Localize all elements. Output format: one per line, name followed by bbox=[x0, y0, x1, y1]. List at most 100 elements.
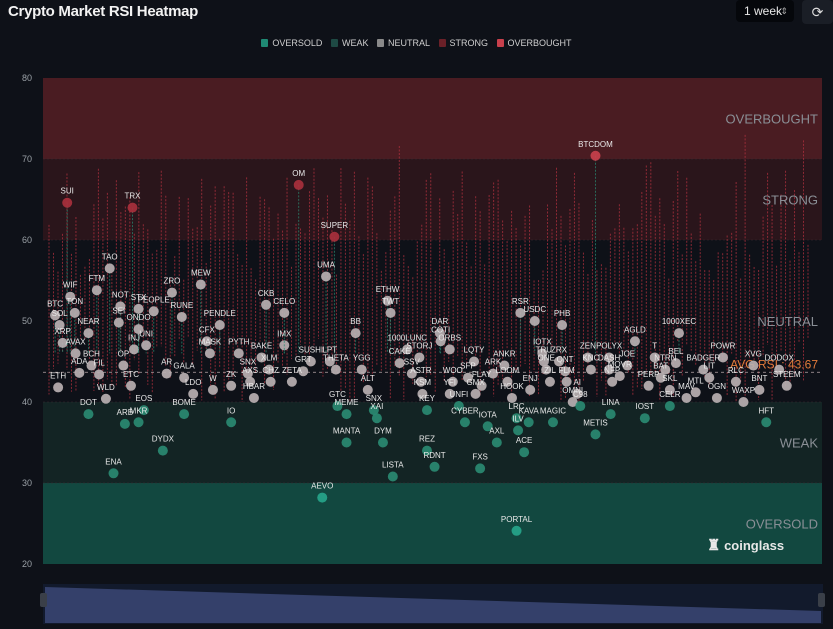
coin-point[interactable] bbox=[523, 417, 534, 428]
coin-point[interactable] bbox=[629, 336, 640, 347]
coin-point[interactable] bbox=[513, 425, 524, 436]
coin-point[interactable] bbox=[133, 417, 144, 428]
coin-point[interactable] bbox=[279, 307, 290, 318]
coin-point[interactable] bbox=[293, 179, 304, 190]
coin-point[interactable] bbox=[434, 328, 445, 339]
coin-point[interactable] bbox=[341, 437, 352, 448]
coin-point[interactable] bbox=[590, 429, 601, 440]
coin-point[interactable] bbox=[511, 413, 522, 424]
coin-point[interactable] bbox=[57, 337, 68, 348]
coin-point[interactable] bbox=[469, 356, 480, 367]
coin-point[interactable] bbox=[502, 376, 513, 387]
coin-point[interactable] bbox=[305, 356, 316, 367]
coin-point[interactable] bbox=[475, 463, 486, 474]
coin-point[interactable] bbox=[362, 384, 373, 395]
legend-item-weak[interactable]: WEAK bbox=[330, 38, 368, 48]
coin-point[interactable] bbox=[711, 392, 722, 403]
coin-point[interactable] bbox=[129, 344, 140, 355]
coin-point[interactable] bbox=[161, 368, 172, 379]
coin-point[interactable] bbox=[444, 344, 455, 355]
coin-point[interactable] bbox=[515, 307, 526, 318]
coin-point[interactable] bbox=[94, 369, 105, 380]
coin-point[interactable] bbox=[69, 307, 80, 318]
coin-point[interactable] bbox=[537, 348, 548, 359]
coin-point[interactable] bbox=[639, 413, 650, 424]
coin-point[interactable] bbox=[447, 376, 458, 387]
coin-point[interactable] bbox=[605, 409, 616, 420]
coin-point[interactable] bbox=[50, 310, 61, 321]
coin-point[interactable] bbox=[118, 360, 129, 371]
coin-point[interactable] bbox=[547, 417, 558, 428]
coin-point[interactable] bbox=[115, 301, 126, 312]
coin-point[interactable] bbox=[604, 364, 615, 375]
coin-point[interactable] bbox=[614, 371, 625, 382]
coin-point[interactable] bbox=[660, 364, 671, 375]
coin-point[interactable] bbox=[350, 328, 361, 339]
coin-point[interactable] bbox=[604, 352, 615, 363]
coin-point[interactable] bbox=[590, 150, 601, 161]
coin-point[interactable] bbox=[561, 376, 572, 387]
coin-point[interactable] bbox=[356, 364, 367, 375]
coin-point[interactable] bbox=[83, 409, 94, 420]
coin-point[interactable] bbox=[179, 372, 190, 383]
coin-point[interactable] bbox=[649, 352, 660, 363]
coin-point[interactable] bbox=[402, 344, 413, 355]
coin-point[interactable] bbox=[385, 307, 396, 318]
coin-point[interactable] bbox=[179, 409, 190, 420]
coin-point[interactable] bbox=[91, 285, 102, 296]
coin-point[interactable] bbox=[62, 197, 73, 208]
coin-point[interactable] bbox=[655, 372, 666, 383]
coin-point[interactable] bbox=[176, 311, 187, 322]
coin-point[interactable] bbox=[166, 287, 177, 298]
coin-point[interactable] bbox=[261, 299, 272, 310]
coin-point[interactable] bbox=[538, 356, 549, 367]
coin-point[interactable] bbox=[417, 388, 428, 399]
coin-point[interactable] bbox=[138, 405, 149, 416]
navigator-left-handle[interactable] bbox=[40, 593, 47, 607]
coin-point[interactable] bbox=[673, 328, 684, 339]
coin-point[interactable] bbox=[201, 336, 212, 347]
coin-point[interactable] bbox=[670, 358, 681, 369]
coin-point[interactable] bbox=[664, 401, 675, 412]
coin-point[interactable] bbox=[83, 328, 94, 339]
coin-point[interactable] bbox=[286, 376, 297, 387]
coin-point[interactable] bbox=[104, 263, 115, 274]
coin-point[interactable] bbox=[761, 417, 772, 428]
coin-point[interactable] bbox=[557, 320, 568, 331]
coin-point[interactable] bbox=[394, 358, 405, 369]
coin-point[interactable] bbox=[525, 384, 536, 395]
coin-point[interactable] bbox=[368, 405, 379, 416]
coin-point[interactable] bbox=[506, 392, 517, 403]
coin-point[interactable] bbox=[264, 364, 275, 375]
coin-point[interactable] bbox=[298, 366, 309, 377]
coin-point[interactable] bbox=[125, 380, 136, 391]
coin-point[interactable] bbox=[567, 397, 578, 407]
coin-point[interactable] bbox=[511, 525, 522, 536]
coin-point[interactable] bbox=[572, 388, 583, 399]
coin-point[interactable] bbox=[332, 401, 343, 412]
coin-point[interactable] bbox=[86, 360, 97, 371]
legend-item-overbought[interactable]: OVERBOUGHT bbox=[496, 38, 572, 48]
coin-point[interactable] bbox=[387, 471, 398, 482]
coin-point[interactable] bbox=[698, 364, 709, 375]
coin-point[interactable] bbox=[444, 388, 455, 399]
coin-point[interactable] bbox=[119, 418, 130, 429]
coin-point[interactable] bbox=[53, 382, 64, 393]
coin-point[interactable] bbox=[324, 356, 335, 367]
coin-point[interactable] bbox=[54, 320, 65, 331]
coin-point[interactable] bbox=[329, 231, 340, 242]
coin-point[interactable] bbox=[575, 401, 586, 412]
coin-point[interactable] bbox=[748, 360, 759, 371]
coin-point[interactable] bbox=[717, 352, 728, 363]
coin-point[interactable] bbox=[560, 366, 571, 377]
coin-point[interactable] bbox=[321, 271, 332, 282]
coin-point[interactable] bbox=[204, 348, 215, 359]
coin-point[interactable] bbox=[207, 384, 218, 395]
coin-point[interactable] bbox=[435, 336, 446, 347]
coin-point[interactable] bbox=[226, 417, 237, 428]
coin-point[interactable] bbox=[214, 320, 225, 331]
coin-point[interactable] bbox=[242, 368, 253, 379]
coin-point[interactable] bbox=[317, 492, 328, 503]
coin-point[interactable] bbox=[421, 445, 432, 456]
coin-point[interactable] bbox=[127, 202, 138, 213]
